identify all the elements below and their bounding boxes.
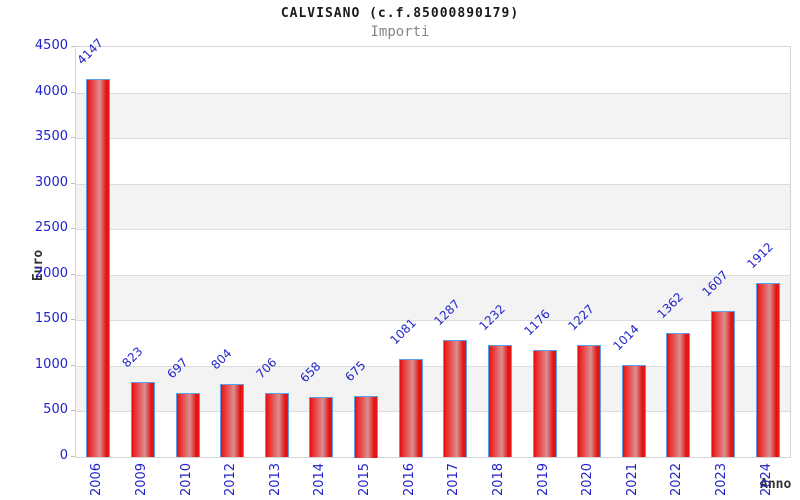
bar-2021 [622,365,646,457]
y-tick-label: 4000 [34,83,68,99]
bar-2019 [533,350,557,457]
bar-value-label: 1014 [610,321,642,354]
chart-title: CALVISANO (c.f.85000890179) [280,6,520,21]
x-tick-label-2019: 2019 [527,461,561,497]
chart-subtitle: Importi [370,24,430,40]
bar-2017 [443,340,467,457]
gridline [76,365,790,367]
x-tick-text: 2022 [669,462,685,496]
x-tick-text: 2015 [357,462,373,496]
x-tick-label-2012: 2012 [214,461,248,497]
bar-2024 [756,283,780,457]
bar-2014 [309,397,333,457]
y-tick-label: 0 [59,448,68,463]
gridline [76,92,790,94]
x-tick-text: 2024 [759,462,775,496]
x-tick-label-2015: 2015 [348,461,382,497]
bar-2015 [354,396,378,458]
x-tick-label-2006: 2006 [80,461,114,497]
x-tick-label-2020: 2020 [571,461,605,497]
x-tick-text: 2006 [89,462,105,496]
y-tick-mark [71,182,75,184]
gridline [76,320,790,322]
x-tick-label-2016: 2016 [393,461,427,497]
y-tick-label: 3500 [34,129,68,145]
gridline [76,183,790,185]
y-tick-mark [71,319,75,321]
x-tick-label-2010: 2010 [170,461,204,497]
gridline [76,229,790,231]
gridline [76,138,790,140]
y-tick-label: 500 [43,402,68,418]
x-tick-text: 2019 [536,462,552,496]
bar-value-label: 1912 [744,239,776,272]
y-tick-label: 4500 [34,38,68,53]
x-tick-text: 2012 [223,462,239,496]
x-tick-text: 2018 [491,462,507,496]
bar-2020 [577,345,601,457]
plot-band [76,274,790,321]
x-tick-label-2013: 2013 [259,461,293,497]
y-tick-mark [71,364,75,366]
y-tick-mark [71,46,75,47]
y-tick-mark [71,273,75,275]
y-tick-mark [71,91,75,93]
plot-band [76,92,790,139]
x-tick-label-2021: 2021 [616,461,650,497]
bar-2013 [265,393,289,457]
plot-band [76,183,790,230]
x-tick-text: 2021 [625,462,641,496]
bar-2018 [488,345,512,457]
x-tick-label-2014: 2014 [303,461,337,497]
bar-2023 [711,311,735,457]
y-tick-label: 2500 [34,220,68,236]
y-tick-label: 3000 [34,174,68,190]
bar-2016 [399,359,423,457]
bar-2012 [220,384,244,457]
x-tick-text: 2010 [179,462,195,496]
gridline [76,411,790,413]
y-tick-label: 1500 [34,311,68,327]
x-tick-label-2017: 2017 [437,461,471,497]
x-tick-label-2018: 2018 [482,461,516,497]
bar-value-label: 4147 [74,35,106,68]
x-tick-label-2009: 2009 [125,461,159,497]
bar-2009 [131,382,155,457]
x-tick-label-2022: 2022 [660,461,694,497]
x-tick-text: 2013 [268,462,284,496]
y-tick-mark [71,456,75,457]
x-tick-text: 2023 [714,462,730,496]
x-tick-label-2024: 2024 [750,461,784,497]
x-tick-text: 2009 [134,462,150,496]
y-tick-label: 1000 [34,356,68,372]
plot-area: 4147 823 697 804 706 658 675 1081 1287 1232 1176 12… [74,36,791,458]
bar-2010 [176,393,200,457]
bar-2022 [666,333,690,457]
x-tick-text: 2017 [446,462,462,496]
y-tick-mark [71,228,75,230]
x-tick-text: 2014 [312,462,328,496]
bar-2006 [86,79,110,457]
y-tick-label: 2000 [34,265,68,281]
y-tick-mark [71,137,75,139]
gridline [76,274,790,276]
x-axis-title: Anno [760,477,792,492]
x-tick-text: 2020 [580,462,596,496]
x-tick-label-2023: 2023 [705,461,739,497]
x-tick-text: 2016 [402,462,418,496]
y-tick-mark [71,410,75,412]
